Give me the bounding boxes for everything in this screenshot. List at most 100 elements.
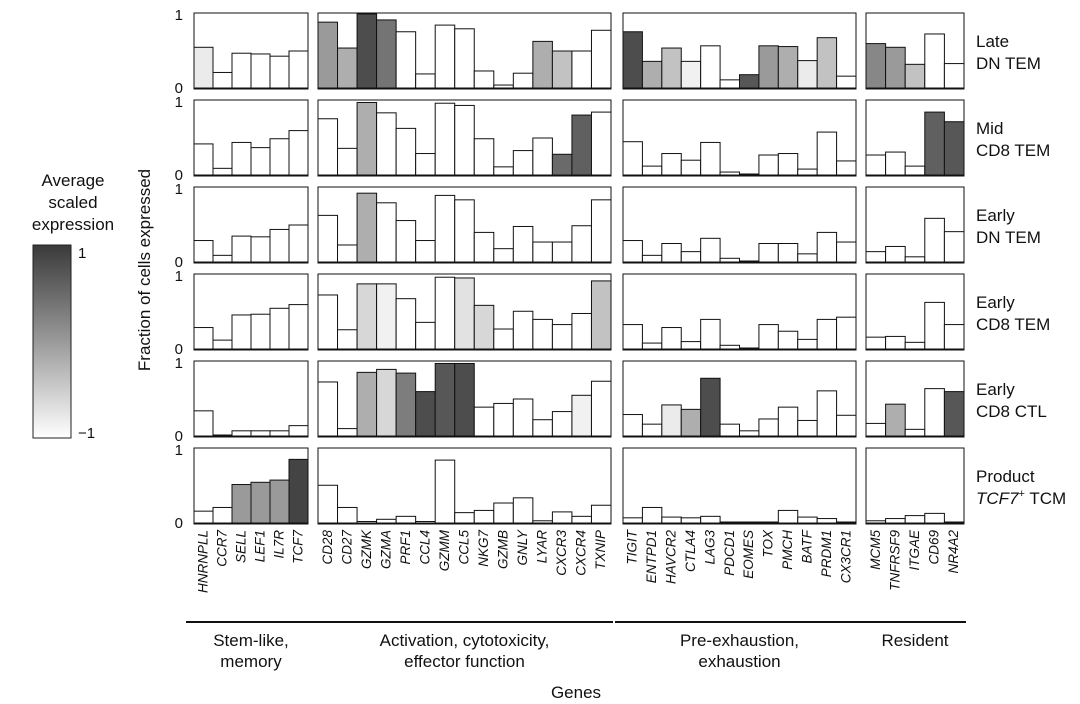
bar-ccl5 (454, 28, 475, 89)
bar-pdcd1 (719, 423, 741, 437)
bar-cxcr3 (551, 324, 573, 350)
bar-nr4a2 (943, 63, 965, 89)
gene-label-sell: SELL (234, 530, 249, 563)
row-label-line: CD8 TEM (976, 315, 1050, 334)
gene-label-tox: TOX (761, 529, 776, 558)
bar-cx3cr1 (836, 521, 857, 524)
bar-tigit (622, 240, 643, 263)
bar-gzmb (493, 84, 514, 89)
bar-nr4a2 (943, 391, 965, 437)
panel-frame (622, 447, 857, 525)
bar-sell (231, 314, 252, 350)
bar-ccr7 (212, 167, 233, 176)
panel-frame (865, 273, 965, 351)
bar-gzma (376, 19, 397, 89)
gene-label-eomes: EOMES (741, 530, 756, 579)
gene-name-tspan: TCF7 (976, 489, 1019, 508)
bar-gnly (512, 72, 534, 89)
gene-label-batf: BATF (800, 529, 815, 563)
panel-frame (865, 360, 965, 438)
bar-gzma (376, 112, 397, 176)
bar-batf (797, 168, 818, 176)
bar-lag3 (700, 515, 721, 524)
bar-entpd1 (641, 60, 663, 89)
gene-label-cx3cr1: CX3CR1 (838, 530, 853, 583)
bar-ccl4 (415, 391, 436, 437)
bar-cd69 (924, 301, 945, 350)
bar-itgae (904, 428, 926, 437)
bar-nkg7 (473, 231, 495, 263)
bar-cd69 (924, 111, 945, 176)
bar-lag3 (700, 237, 721, 263)
bar-gzmk (356, 371, 378, 437)
bar-tox (758, 521, 779, 524)
bar-eomes (739, 173, 760, 176)
bar-txnip (590, 380, 612, 437)
row-label-line: Early (976, 293, 1015, 312)
bar-il7r (269, 479, 290, 524)
panel-frame (193, 99, 309, 177)
bar-pmch (777, 330, 799, 350)
bar-cd27 (337, 428, 358, 437)
bar-txnip (590, 199, 612, 263)
bar-gzmm (434, 24, 456, 89)
bar-ccl5 (454, 512, 475, 524)
bar-hnrnpll (193, 143, 214, 176)
bar-ccr7 (212, 434, 233, 437)
panel-frame (317, 99, 612, 177)
y-tick-label: 0 (175, 167, 183, 184)
bar-nr4a2 (943, 324, 965, 350)
bar-pmch (777, 243, 799, 263)
panel-frame (865, 186, 965, 264)
legend-gradient-bar (32, 244, 72, 439)
gene-label-cd27: CD27 (339, 530, 354, 565)
bar-tox (758, 45, 779, 89)
bar-batf (797, 338, 818, 350)
bar-nkg7 (473, 70, 495, 89)
row-label-line: Mid (976, 119, 1003, 138)
panel-frame (865, 447, 965, 525)
y-tick-label: 1 (175, 181, 183, 198)
bar-prdm1 (816, 131, 838, 176)
bar-gzma (376, 368, 397, 437)
gene-label-cxcr3: CXCR3 (554, 530, 569, 576)
bar-sell (231, 141, 252, 176)
bar-cd28 (317, 214, 339, 263)
group-label: Resident (881, 631, 948, 650)
gene-label-lag3: LAG3 (702, 530, 717, 565)
bar-cx3cr1 (836, 160, 857, 176)
y-axis-title: Fraction of cells expressed (135, 169, 154, 371)
bar-prdm1 (816, 318, 838, 350)
bar-gzmk (356, 13, 378, 89)
bar-cd27 (337, 244, 358, 263)
bar-cx3cr1 (836, 241, 857, 263)
bar-hnrnpll (193, 410, 214, 437)
panel-frame (193, 273, 309, 351)
group-label: exhaustion (698, 652, 780, 671)
bar-tox (758, 418, 779, 437)
group-label: Pre-exhaustion, (680, 631, 799, 650)
panel-frame (622, 273, 857, 351)
row-label-line: Late (976, 32, 1009, 51)
bar-prdm1 (816, 390, 838, 437)
bar-pdcd1 (719, 171, 741, 176)
bar-ctla4 (680, 251, 702, 263)
bar-gzma (376, 518, 397, 524)
bar-gnly (512, 398, 534, 437)
bar-tigit (622, 517, 643, 524)
row-label-line: Product (976, 467, 1035, 486)
bar-gzmb (493, 248, 514, 263)
bar-cd27 (337, 506, 358, 524)
bar-mcm5 (865, 43, 887, 89)
bar-cxcr4 (571, 225, 592, 263)
bar-lyar (532, 520, 553, 524)
panel-frame (317, 447, 612, 525)
bar-gnly (512, 497, 534, 524)
gene-label-lyar: LYAR (535, 530, 550, 564)
legend-title-line-2: scaled (48, 193, 97, 212)
bar-mcm5 (865, 336, 887, 350)
panel-frame (193, 447, 309, 525)
bar-lef1 (250, 313, 271, 350)
bar-lag3 (700, 318, 721, 350)
